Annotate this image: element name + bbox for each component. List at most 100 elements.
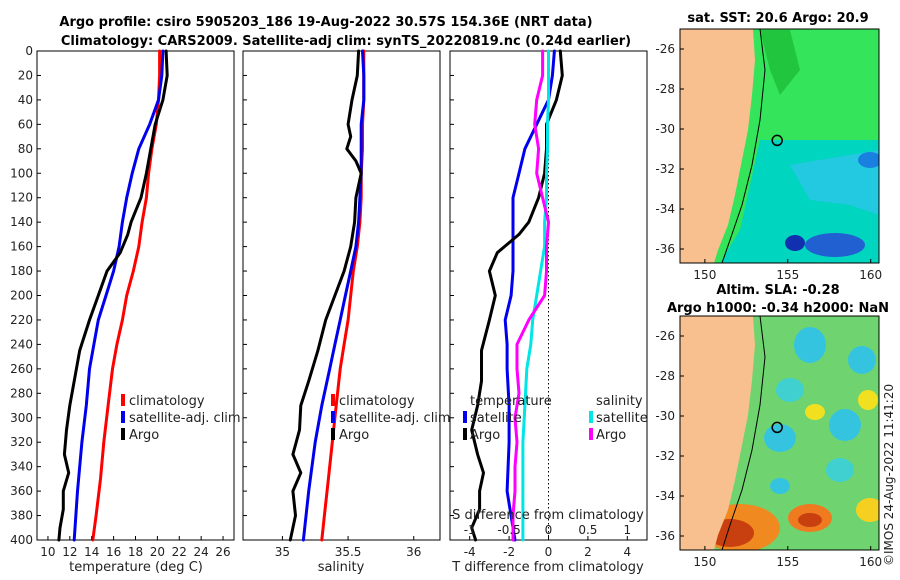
y-tick-label: 260 [10,362,33,376]
legend-swatch-sal-satellite [589,411,593,423]
salinity-axes-box [242,50,441,541]
sla-map-image [680,316,879,550]
sst-map: sat. SST: 20.6 Argo: 20.9 150 155 160 -26-… [655,11,882,282]
y-tick-label: 140 [10,215,33,229]
salinity-panel: 35 35.5 36 salinity climatology satellite-… [242,49,451,575]
x-tick-label: 14 [84,545,99,559]
salinity-y-ticks [243,50,247,541]
sla-low-3 [776,378,804,402]
lat-tick-label: -30 [655,409,675,423]
x-tick-label: 2 [584,545,592,559]
temperature-x-label: temperature (deg C) [69,560,203,575]
y-tick-label: 220 [10,313,33,327]
legend-swatch-climatology [121,394,125,406]
lat-tick-label: -36 [655,529,675,543]
sst-cooler-band [790,150,879,215]
y-tick-label: 60 [18,117,33,131]
sst-argo-position-marker [771,134,783,147]
x-tick-label: 10 [40,545,55,559]
y-tick-label: 300 [10,411,33,425]
x-tick-label: 18 [128,545,143,559]
temperature-legend: climatology satellite-adj. clim Argo [121,394,241,443]
t-difference-x-label: T difference from climatology [451,560,644,575]
lat-tick-label: -30 [655,122,675,136]
imos-credit: ©IMOS 24-Aug-2022 11:41:20 [882,384,896,566]
sla-low-2 [848,346,876,374]
figure-title-line2: Climatology: CARS2009. Satellite-adj cli… [61,34,631,49]
y-tick-label: 280 [10,386,33,400]
lat-tick-label: -26 [655,42,675,56]
sla-map-frame [679,315,880,551]
x-tick-label: 35.5 [335,545,362,559]
sst-cold-patch [858,152,879,168]
lat-tick-label: -32 [655,449,675,463]
sla-low-7 [770,478,790,494]
series-line-salinity-argo [511,49,550,542]
lat-tick-label: -28 [655,369,675,383]
s-difference-label: S difference from climatology [452,508,644,523]
x-tick-label: 12 [62,545,77,559]
lat-tick-label: -32 [655,162,675,176]
sla-high-2 [858,390,878,410]
y-tick-label: 120 [10,191,33,205]
temperature-x-ticks: 10 12 14 16 18 20 22 24 26 [40,536,231,559]
legend-swatch-satellite [121,411,125,423]
s-tick-label: 1 [623,523,631,537]
legend-label-temp-satellite: satellite [470,411,522,426]
legend-label-argo: Argo [129,428,159,443]
legend-swatch-satellite [331,411,335,423]
sla-land [680,316,755,550]
salinity-lines [288,49,366,542]
series-line-argo [57,49,169,542]
sla-low-4 [764,424,796,452]
legend-title-salinity: salinity [596,394,643,409]
x-tick-label: 0 [545,545,553,559]
x-tick-label: -4 [464,545,476,559]
x-tick-label: 36 [406,545,421,559]
legend-label-sal-argo: Argo [596,428,626,443]
series-line-argo [288,49,363,542]
sla-map-title-line1: Altim. SLA: -0.28 [716,283,839,298]
y-tick-label: 380 [10,509,33,523]
y-tick-label: 160 [10,240,33,254]
y-tick-label: 180 [10,264,33,278]
sla-coast-contour [721,316,766,550]
s-tick-label: -1 [464,523,476,537]
y-tick-label: 240 [10,337,33,351]
sla-map: Altim. SLA: -0.28 Argo h1000: -0.34 h200… [655,283,889,569]
y-tick-label: 40 [18,93,33,107]
salinity-legend: climatology satellite-adj. clim Argo [331,394,451,443]
lat-tick-label: -34 [655,202,675,216]
sst-map-lat-ticks: -26 -28 -30 -32 -34 -36 [655,42,684,256]
y-tick-label: 200 [10,289,33,303]
difference-y-ticks [450,50,454,541]
sst-map-lon-ticks: 150 155 160 [693,259,882,282]
salinity-x-label: salinity [318,560,365,575]
y-tick-label: 340 [10,460,33,474]
sst-map-title: sat. SST: 20.6 Argo: 20.9 [687,11,868,26]
y-tick-label: 400 [10,533,33,547]
difference-panel: -4 -2 0 2 4 -1 -0.5 0 0.5 1 S difference from cl… [449,49,648,575]
legend-swatch-temp-argo [463,428,467,440]
lon-tick-label: 150 [693,555,716,569]
x-tick-label: 22 [172,545,187,559]
sla-high-5-core [798,513,822,527]
legend-label-argo: Argo [339,428,369,443]
difference-x-ticks: -4 -2 0 2 4 [464,536,631,559]
legend-swatch-climatology [331,394,335,406]
x-tick-label: 4 [623,545,631,559]
x-tick-label: 26 [215,545,230,559]
lon-tick-label: 155 [776,268,799,282]
lat-tick-label: -36 [655,242,675,256]
legend-label-temp-argo: Argo [470,428,500,443]
lat-tick-label: -28 [655,82,675,96]
difference-legend: temperature salinity satellite Argo sate… [463,394,648,443]
lon-tick-label: 155 [776,555,799,569]
temperature-lines [57,49,169,542]
series-line-satellite-adj-clim [301,49,366,542]
sla-map-lon-ticks: 150 155 160 [693,546,882,569]
legend-label-satellite: satellite-adj. clim [129,411,241,426]
figure-title-line1: Argo profile: csiro 5905203_186 19-Aug-2… [59,15,592,30]
legend-label-climatology: climatology [339,394,415,409]
